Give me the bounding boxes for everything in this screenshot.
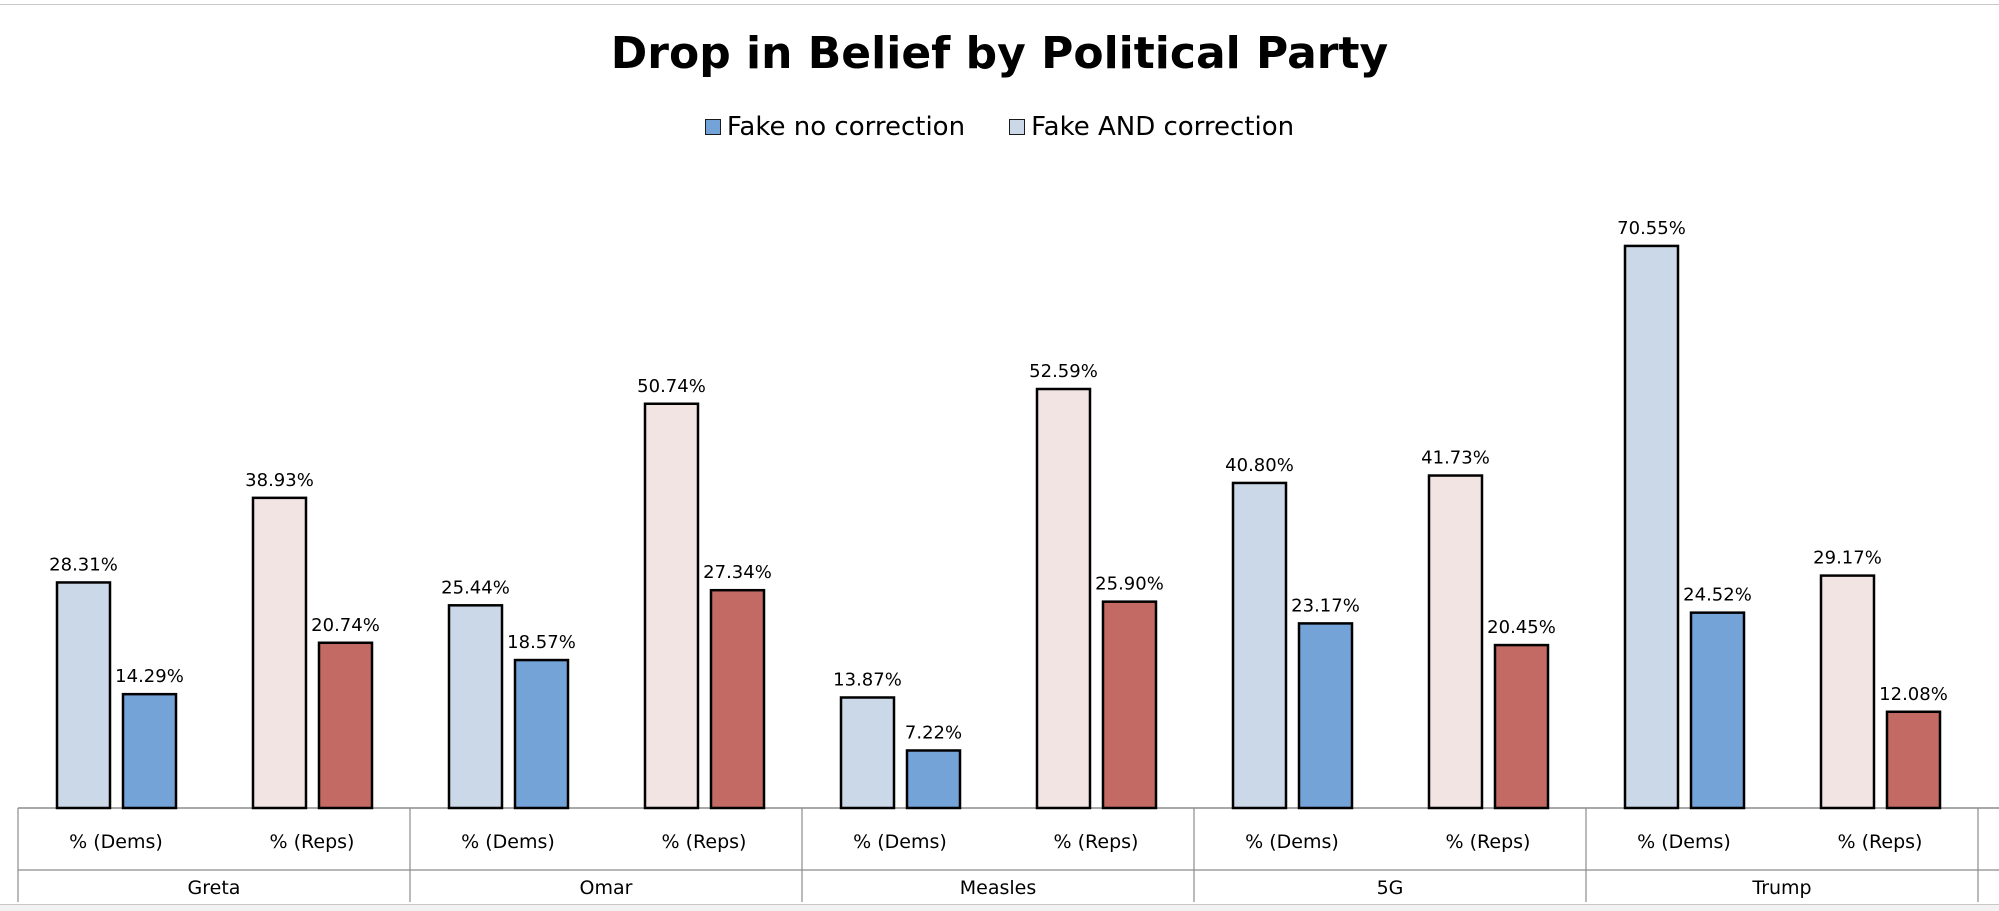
data-label: 12.08%: [1879, 684, 1948, 705]
x-tick-label-subgroup: % (Dems): [461, 831, 555, 853]
x-tick-label-subgroup: % (Dems): [1245, 831, 1339, 853]
x-tick-label-subgroup: % (Reps): [1446, 831, 1531, 853]
bar-trump-dem-correction: [1623, 244, 1680, 810]
data-label: 70.55%: [1617, 218, 1686, 239]
chart-legend: Fake no correction Fake AND correction: [0, 112, 1999, 142]
legend-item-no-correction: Fake no correction: [704, 112, 966, 142]
bar-measles-rep-correction: [1035, 387, 1092, 810]
x-tick-label-subgroup: % (Reps): [662, 831, 747, 853]
bar-measles-dem-correction: [839, 696, 896, 810]
x-tick-label-group: Measles: [960, 877, 1037, 899]
data-label: 29.17%: [1813, 548, 1882, 569]
data-label: 24.52%: [1683, 585, 1752, 606]
legend-swatch-no-correction: [704, 119, 721, 135]
chart-title: Drop in Belief by Political Party: [610, 28, 1389, 79]
data-label: 18.57%: [507, 632, 576, 653]
data-label: 41.73%: [1421, 448, 1490, 469]
x-tick-label-group: Omar: [580, 877, 633, 899]
data-label: 50.74%: [637, 376, 706, 397]
bar-omar-rep-no-correction: [709, 588, 766, 810]
x-tick-label-group: Trump: [1751, 877, 1811, 899]
bar-trump-rep-no-correction: [1885, 710, 1942, 810]
bar-measles-rep-no-correction: [1101, 600, 1158, 810]
data-label: 20.74%: [311, 615, 380, 636]
x-tick-label-subgroup: % (Reps): [270, 831, 355, 853]
x-tick-label-subgroup: % (Reps): [1838, 831, 1923, 853]
legend-label-correction: Fake AND correction: [1031, 112, 1295, 142]
bar-greta-dem-no-correction: [121, 692, 178, 810]
bar-greta-dem-correction: [55, 581, 112, 810]
bar-5g-rep-no-correction: [1493, 643, 1550, 810]
x-tick-label-subgroup: % (Dems): [853, 831, 947, 853]
x-tick-label-subgroup: % (Reps): [1054, 831, 1139, 853]
data-label: 13.87%: [833, 669, 902, 690]
bar-measles-dem-no-correction: [905, 749, 962, 810]
bar-greta-rep-no-correction: [317, 641, 374, 810]
data-label: 14.29%: [115, 666, 184, 687]
bar-omar-dem-correction: [447, 604, 504, 810]
data-label: 38.93%: [245, 470, 314, 491]
legend-label-no-correction: Fake no correction: [726, 112, 966, 142]
bar-trump-rep-correction: [1819, 574, 1876, 810]
bar-trump-dem-no-correction: [1689, 611, 1746, 810]
x-tick-label-subgroup: % (Dems): [1637, 831, 1731, 853]
data-label: 20.45%: [1487, 617, 1556, 638]
data-label: 27.34%: [703, 562, 772, 583]
bar-omar-rep-correction: [643, 402, 700, 810]
data-label: 23.17%: [1291, 595, 1360, 616]
data-label: 52.59%: [1029, 361, 1098, 382]
data-label: 25.90%: [1095, 574, 1164, 595]
bar-greta-rep-correction: [251, 496, 308, 810]
data-label: 7.22%: [905, 722, 962, 743]
bar-5g-rep-correction: [1427, 474, 1484, 810]
bar-omar-dem-no-correction: [513, 658, 570, 810]
legend-item-correction: Fake AND correction: [1009, 112, 1294, 142]
spreadsheet-gridline-top: [0, 0, 1999, 5]
data-label: 25.44%: [441, 577, 510, 598]
bar-5g-dem-no-correction: [1297, 622, 1354, 810]
legend-swatch-correction: [1009, 119, 1026, 135]
x-tick-label-group: Greta: [188, 877, 241, 899]
x-tick-label-group: 5G: [1377, 877, 1404, 899]
data-label: 28.31%: [49, 554, 118, 575]
data-label: 40.80%: [1225, 455, 1294, 476]
spreadsheet-gridline-bottom: [0, 904, 1999, 911]
bar-5g-dem-correction: [1231, 481, 1288, 810]
x-tick-label-subgroup: % (Dems): [69, 831, 163, 853]
